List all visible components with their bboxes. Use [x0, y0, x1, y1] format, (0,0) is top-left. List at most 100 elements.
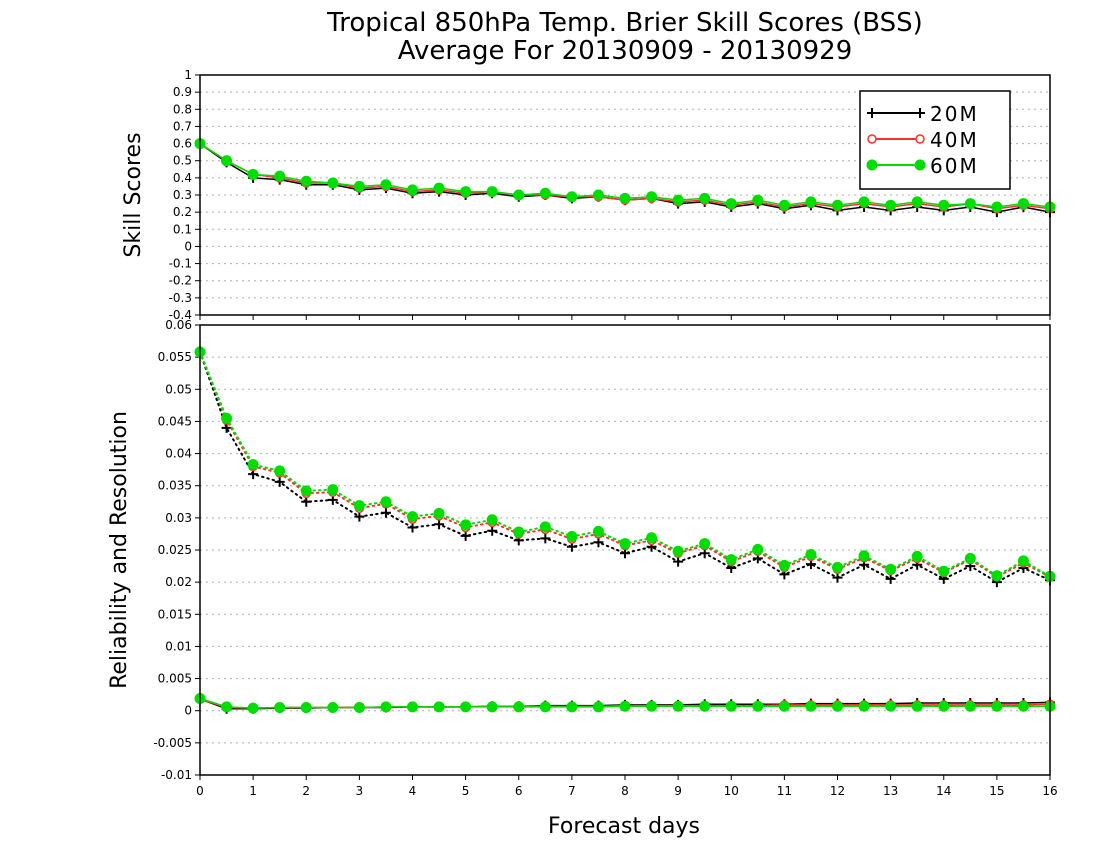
- bottom-resolution-series-60M-point: [486, 514, 498, 526]
- legend-marker-60M: [866, 159, 878, 171]
- legend-marker-20M: [867, 108, 877, 118]
- bottom-resolution-series-60M-point: [433, 507, 445, 519]
- top-series-60M-point: [592, 189, 604, 201]
- bottom-x-tick-label: 7: [568, 784, 576, 798]
- bottom-resolution-series-60M-point: [539, 521, 551, 533]
- bottom-resolution-series-60M-point: [327, 484, 339, 496]
- bottom-resolution-series-20M-point: [434, 519, 445, 530]
- bottom-reliability-series-60M-point: [592, 701, 604, 713]
- legend-marker-20M: [915, 108, 925, 118]
- bottom-x-tick-label: 16: [1042, 784, 1057, 798]
- bottom-reliability-series-60M-point: [460, 701, 472, 713]
- top-series-60M-point: [964, 198, 976, 210]
- bottom-reliability-series-60M-point: [938, 700, 950, 712]
- bottom-resolution-series-60M-point: [964, 552, 976, 564]
- bottom-reliability-series-60M-point: [513, 701, 525, 713]
- bottom-x-tick-label: 15: [989, 784, 1004, 798]
- bottom-resolution-series-60M-point: [513, 526, 525, 538]
- bottom-reliability-series-60M-point: [221, 701, 233, 713]
- bottom-reliability-series-60M-point: [433, 701, 445, 713]
- bottom-resolution-series-60M-point: [938, 565, 950, 577]
- bottom-resolution-series-60M-point: [832, 561, 843, 573]
- top-y-tick-label: -0.4: [169, 308, 192, 322]
- legend-label-40M: 40M: [930, 128, 979, 152]
- bottom-y-tick-label: 0.05: [165, 382, 192, 396]
- bottom-resolution-series-60M-point: [911, 550, 923, 562]
- bottom-x-tick-label: 10: [724, 784, 739, 798]
- top-plot-frame: [199, 74, 1051, 316]
- bottom-reliability-series-60M-point: [805, 700, 817, 712]
- top-y-tick-label: 0.4: [173, 171, 192, 185]
- bottom-y-tick-label: 0.055: [158, 350, 192, 364]
- bottom-y-tick-label: 0.035: [158, 479, 192, 493]
- legend-label-60M: 60M: [930, 154, 979, 178]
- bottom-y-tick-label: 0.025: [158, 543, 192, 557]
- bottom-resolution-series-20M-point: [274, 476, 285, 487]
- bottom-reliability-series-60M-point: [300, 702, 312, 713]
- bottom-reliability-series-60M-point: [486, 701, 498, 713]
- top-y-tick-label: 0.6: [173, 137, 192, 151]
- bottom-resolution-series-20M-point: [673, 556, 684, 567]
- bottom-x-tick-label: 11: [777, 784, 792, 798]
- bottom-resolution-series-60M-point: [1017, 555, 1029, 567]
- top-series-60M-point: [274, 170, 286, 182]
- top-series-60M-point: [832, 199, 843, 211]
- legend-marker-60M: [914, 159, 926, 171]
- bottom-reliability-series-60M-point: [964, 700, 976, 712]
- top-panel-ylabel: Skill Scores: [121, 132, 146, 257]
- bottom-resolution-series-60M-point: [274, 465, 286, 477]
- top-series-60M-point: [353, 180, 365, 192]
- bottom-resolution-series-20M-line: [199, 351, 1051, 584]
- chart-title-line1: Tropical 850hPa Temp. Brier Skill Scores…: [326, 8, 923, 38]
- bottom-panel: -0.01 -0.005 0 0.005 0.01 0.015 0.02 0.025 0.03 0…: [153, 318, 1057, 798]
- top-series-60M-point: [752, 194, 764, 206]
- top-series-60M-point: [938, 199, 950, 211]
- bottom-resolution-series-20M-point: [885, 573, 896, 584]
- bottom-reliability-series-60M-point: [1017, 700, 1029, 712]
- top-y-tick-label: -0.2: [169, 274, 192, 288]
- bottom-reliability-series-60M-point: [566, 701, 578, 713]
- top-series-60M-point: [407, 184, 418, 196]
- top-y-tick-label: -0.3: [169, 291, 192, 305]
- top-series-60M-point: [778, 199, 790, 211]
- bottom-reliability-series-60M-point: [832, 700, 843, 712]
- top-series-60M-point: [300, 175, 312, 187]
- top-y-tick-label: 0.3: [173, 188, 192, 202]
- bottom-x-tick-label: 3: [356, 784, 364, 798]
- bottom-resolution-series-60M-point: [646, 532, 658, 544]
- top-series-60M-point: [539, 187, 551, 199]
- bottom-y-tick-label: 0: [184, 704, 192, 718]
- bottom-resolution-series-60M-point: [725, 554, 737, 566]
- bottom-resolution-series-60M-point: [991, 570, 1003, 582]
- bottom-x-tick-label: 1: [249, 784, 257, 798]
- bottom-resolution-series-60M-point: [566, 531, 578, 542]
- bottom-resolution-series-60M-point: [858, 550, 870, 562]
- top-series-60M-point: [991, 201, 1003, 213]
- bottom-reliability-series-60M-point: [725, 700, 737, 712]
- legend-marker-40M: [915, 134, 925, 144]
- bottom-reliability-series-60M-point: [353, 702, 365, 713]
- bottom-x-tick-label: 12: [830, 784, 845, 798]
- bottom-resolution-series-60M-point: [407, 511, 418, 523]
- bottom-reliability-series-60M-point: [327, 702, 339, 713]
- bottom-resolution-series-60M-point: [885, 563, 897, 575]
- legend-marker-40M: [867, 134, 877, 144]
- bottom-x-tick-label: 13: [883, 784, 898, 798]
- bottom-resolution-series-20M-point: [380, 507, 391, 518]
- top-series-60M-point: [513, 189, 525, 201]
- bottom-x-tick-label: 9: [674, 784, 682, 798]
- bottom-reliability-series-60M-point: [699, 700, 711, 712]
- bottom-x-tick-label: 6: [515, 784, 523, 798]
- bottom-resolution-series-60M-point: [247, 459, 259, 470]
- bottom-y-tick-label: 0.015: [158, 607, 192, 621]
- bottom-y-tick-label: -0.005: [153, 736, 192, 750]
- bottom-y-tick-label: -0.01: [161, 768, 192, 782]
- bottom-reliability-series-60M-point: [752, 700, 764, 712]
- top-series-60M-point: [486, 186, 498, 198]
- bottom-resolution-series-60M-point: [460, 519, 472, 531]
- bottom-resolution-series-60M-point: [619, 538, 631, 550]
- top-series-60M-point: [1017, 198, 1029, 210]
- bottom-x-tick-label: 0: [196, 784, 204, 798]
